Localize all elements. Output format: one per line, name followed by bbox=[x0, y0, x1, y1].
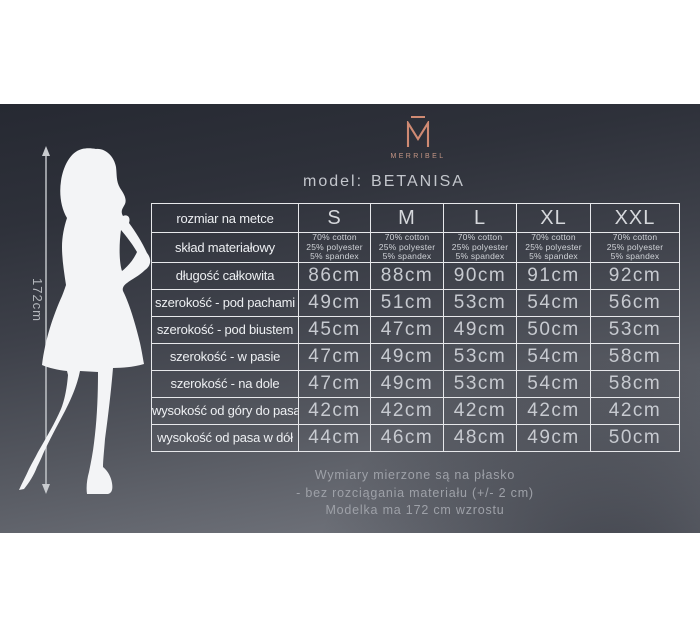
row-label: szerokość - w pasie bbox=[151, 342, 299, 371]
arrow-up-icon bbox=[42, 146, 50, 156]
table-row-sizes: rozmiar na metce S M L XL XXL bbox=[151, 203, 680, 233]
table-row-material: skład materiałowy 70% cotton 25% polyeste… bbox=[151, 232, 680, 263]
table-row: szerokość - na dole 47cm 49cm 53cm 54cm … bbox=[151, 369, 680, 398]
size-col-header: XL bbox=[516, 203, 591, 233]
measurement-value: 42cm bbox=[590, 396, 680, 425]
height-label: 172cm bbox=[30, 277, 45, 323]
row-label: szerokość - na dole bbox=[151, 369, 299, 398]
measurement-value: 50cm bbox=[590, 423, 680, 452]
footer-note-line: - bez rozciągania materiału (+/- 2 cm) bbox=[296, 485, 534, 500]
merribel-logo-icon bbox=[406, 121, 430, 147]
measurement-value: 53cm bbox=[443, 369, 517, 398]
row-label: rozmiar na metce bbox=[151, 203, 299, 233]
measurement-value: 42cm bbox=[516, 396, 591, 425]
measurement-value: 86cm bbox=[298, 261, 371, 290]
height-arrow bbox=[42, 146, 50, 494]
footer-note-line: Modelka ma 172 cm wzrostu bbox=[325, 503, 505, 517]
measurement-value: 53cm bbox=[443, 288, 517, 317]
measurement-value: 46cm bbox=[370, 423, 444, 452]
measurement-value: 49cm bbox=[443, 315, 517, 344]
measurement-value: 54cm bbox=[516, 288, 591, 317]
measurement-value: 45cm bbox=[298, 315, 371, 344]
row-label: szerokość - pod pachami bbox=[151, 288, 299, 317]
table-row: długość całkowita 86cm 88cm 90cm 91cm 92… bbox=[151, 261, 680, 290]
measurement-value: 53cm bbox=[443, 342, 517, 371]
measurement-value: 44cm bbox=[298, 423, 371, 452]
table-row: wysokość od góry do pasa 42cm 42cm 42cm … bbox=[151, 396, 680, 425]
measurement-value: 47cm bbox=[298, 369, 371, 398]
model-label: model: bbox=[303, 173, 364, 190]
material-cell: 70% cotton 25% polyester 5% spandex bbox=[590, 232, 680, 263]
footer-note-line: Wymiary mierzone są na płasko bbox=[314, 468, 516, 482]
size-col-header: L bbox=[443, 203, 517, 233]
size-table: rozmiar na metce S M L XL XXL skład mate… bbox=[151, 203, 680, 452]
measurement-value: 53cm bbox=[590, 315, 680, 344]
size-col-header: XXL bbox=[590, 203, 680, 233]
measurement-value: 54cm bbox=[516, 369, 591, 398]
footer-notes: Wymiary mierzone są na płasko - bez rozc… bbox=[151, 467, 679, 520]
measurement-value: 90cm bbox=[443, 261, 517, 290]
measurement-value: 49cm bbox=[516, 423, 591, 452]
measurement-value: 92cm bbox=[590, 261, 680, 290]
material-cell: 70% cotton 25% polyester 5% spandex bbox=[370, 232, 444, 263]
row-label: szerokość - pod biustem bbox=[151, 315, 299, 344]
row-label: skład materiałowy bbox=[151, 232, 299, 263]
material-cell: 70% cotton 25% polyester 5% spandex bbox=[516, 232, 591, 263]
model-silhouette bbox=[19, 148, 151, 494]
measurement-value: 58cm bbox=[590, 369, 680, 398]
measurement-value: 51cm bbox=[370, 288, 444, 317]
row-label: wysokość od góry do pasa bbox=[151, 396, 299, 425]
model-line: model: BETANISA bbox=[234, 173, 534, 191]
row-label: wysokość od pasa w dół bbox=[151, 423, 299, 452]
measurement-value: 49cm bbox=[370, 369, 444, 398]
measurement-value: 50cm bbox=[516, 315, 591, 344]
measurement-value: 49cm bbox=[298, 288, 371, 317]
measurement-value: 88cm bbox=[370, 261, 444, 290]
table-row: szerokość - pod pachami 49cm 51cm 53cm 5… bbox=[151, 288, 680, 317]
measurement-value: 91cm bbox=[516, 261, 591, 290]
size-col-header: M bbox=[370, 203, 444, 233]
row-label: długość całkowita bbox=[151, 261, 299, 290]
measurement-value: 47cm bbox=[298, 342, 371, 371]
model-name: BETANISA bbox=[371, 173, 465, 190]
measurement-value: 54cm bbox=[516, 342, 591, 371]
measurement-value: 42cm bbox=[298, 396, 371, 425]
logo-macron bbox=[411, 116, 425, 118]
measurement-value: 47cm bbox=[370, 315, 444, 344]
size-col-header: S bbox=[298, 203, 371, 233]
measurement-value: 58cm bbox=[590, 342, 680, 371]
material-cell: 70% cotton 25% polyester 5% spandex bbox=[443, 232, 517, 263]
measurement-value: 42cm bbox=[370, 396, 444, 425]
measurement-value: 42cm bbox=[443, 396, 517, 425]
measurement-value: 48cm bbox=[443, 423, 517, 452]
table-row: wysokość od pasa w dół 44cm 46cm 48cm 49… bbox=[151, 423, 680, 452]
brand-name: MERRIBEL bbox=[390, 153, 446, 160]
table-row: szerokość - pod biustem 45cm 47cm 49cm 5… bbox=[151, 315, 680, 344]
arrow-down-icon bbox=[42, 484, 50, 494]
material-cell: 70% cotton 25% polyester 5% spandex bbox=[298, 232, 371, 263]
table-row: szerokość - w pasie 47cm 49cm 53cm 54cm … bbox=[151, 342, 680, 371]
measurement-value: 56cm bbox=[590, 288, 680, 317]
measurement-value: 49cm bbox=[370, 342, 444, 371]
